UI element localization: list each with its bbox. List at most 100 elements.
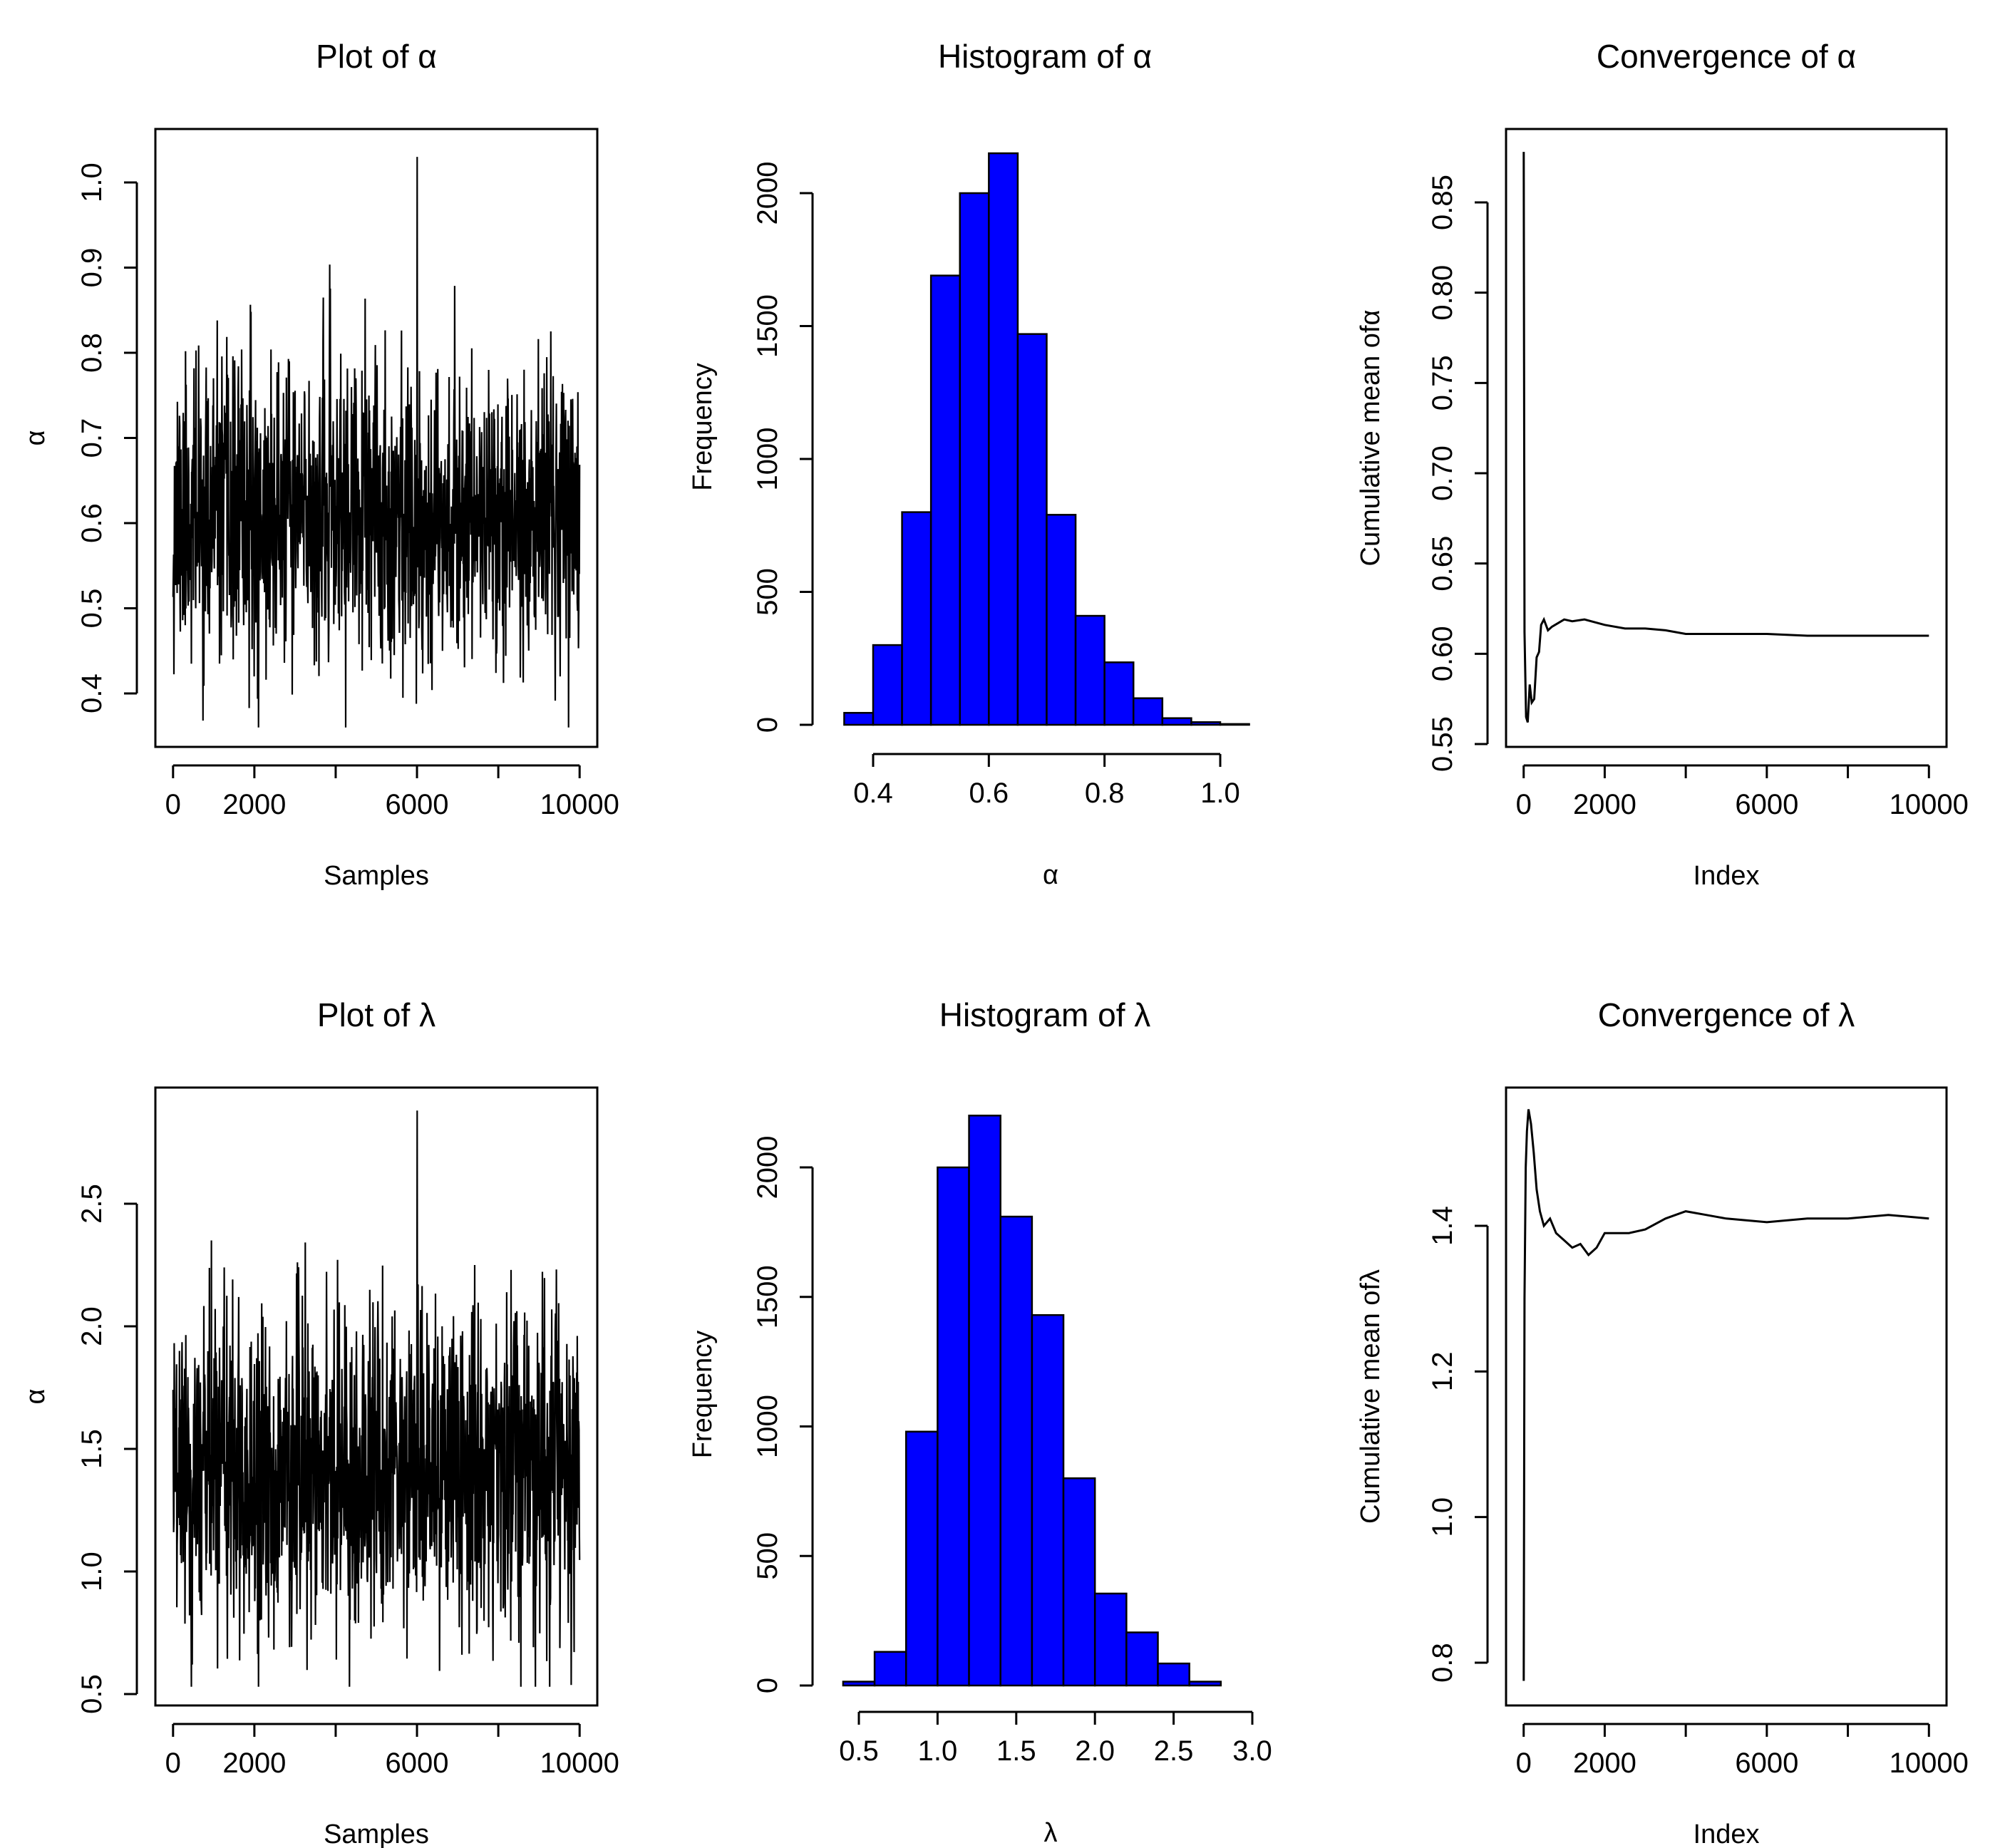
x-tick-label: 6000 — [386, 1748, 449, 1779]
y-axis-label: Frequency — [688, 363, 718, 491]
y-tick-label: 500 — [752, 1532, 783, 1580]
y-tick-label: 0.8 — [76, 333, 108, 373]
plot-frame — [1505, 1086, 1948, 1707]
histogram-bar — [1157, 1662, 1190, 1687]
chart-title: Plot of λ — [317, 996, 435, 1033]
x-axis-label: λ — [1044, 1818, 1058, 1848]
y-tick-label: 1.0 — [76, 162, 108, 202]
y-tick-label: 1.0 — [76, 1552, 108, 1591]
x-tick-label: 2000 — [222, 1748, 286, 1779]
x-tick-label: 10000 — [540, 789, 619, 820]
x-axis-label: Samples — [324, 1819, 429, 1848]
histogram-bar — [1103, 661, 1135, 726]
plot-frame — [1505, 128, 1948, 748]
trace-line — [172, 157, 581, 728]
panel-hist_alpha: Histogram of α 0.4 0.6 0.8 1.0 α 0 500 1000 1500 2… — [688, 38, 1250, 890]
y-tick-label: 0.70 — [1427, 445, 1458, 501]
histogram-bar — [873, 1651, 907, 1687]
histogram-bar — [843, 711, 875, 726]
x-tick-label: 2000 — [222, 789, 286, 820]
y-tick-label: 0 — [752, 717, 783, 733]
x-tick-label: 3.0 — [1232, 1735, 1272, 1767]
panel-conv_lambda: Convergence of λ 0 2000 6000 10000 Index 0.8 1.… — [1356, 996, 1969, 1848]
panel-conv_alpha: Convergence of α 0 2000 6000 10000 Index 0.55 0… — [1356, 38, 1969, 891]
histogram-bar — [901, 511, 932, 726]
y-tick-label: 0.5 — [76, 589, 108, 629]
x-tick-label: 0 — [1516, 789, 1532, 820]
histogram-bar — [937, 1166, 970, 1687]
x-tick-label: 10000 — [540, 1748, 619, 1779]
histogram-bar — [1133, 697, 1164, 726]
y-tick-label: 0.5 — [76, 1674, 108, 1714]
y-tick-label: 0 — [752, 1678, 783, 1693]
histogram-bar — [968, 1115, 1001, 1687]
cumulative-mean-line — [1522, 152, 1929, 723]
y-tick-label: 1.4 — [1427, 1206, 1458, 1246]
y-tick-label: 1.0 — [1427, 1497, 1458, 1537]
x-axis-label: Samples — [324, 861, 429, 891]
histogram-bar — [1125, 1631, 1159, 1687]
histogram-bar — [1062, 1477, 1096, 1687]
y-tick-label: 0.8 — [1427, 1643, 1458, 1683]
y-tick-label: 0.60 — [1427, 626, 1458, 681]
histogram-bar — [959, 192, 990, 726]
x-tick-label: 2000 — [1573, 1748, 1636, 1779]
x-tick-label: 0 — [165, 1748, 181, 1779]
y-tick-label: 2.0 — [76, 1306, 108, 1346]
x-tick-label: 0.8 — [1085, 778, 1125, 809]
y-tick-label: 0.4 — [76, 673, 108, 713]
chart-title: Histogram of α — [938, 38, 1152, 75]
x-tick-label: 0 — [1516, 1748, 1532, 1779]
x-axis-label: Index — [1694, 1819, 1760, 1848]
panel-trace_alpha: Plot of α 0 2000 6000 10000 Samples 0.4 0.5 0.6 0… — [21, 38, 619, 891]
x-tick-label: 2000 — [1573, 789, 1636, 820]
plot-frame — [154, 1086, 599, 1707]
histogram-bar — [872, 644, 903, 726]
y-tick-label: 1500 — [752, 294, 783, 358]
x-tick-label: 10000 — [1890, 1748, 1969, 1779]
x-tick-label: 6000 — [1735, 789, 1798, 820]
histogram-bar — [842, 1681, 876, 1687]
x-tick-label: 10000 — [1890, 789, 1969, 820]
y-tick-label: 1000 — [752, 1395, 783, 1458]
chart-title: Histogram of λ — [939, 996, 1151, 1033]
x-axis-label: Index — [1694, 861, 1760, 891]
y-tick-label: 0.6 — [76, 503, 108, 543]
histogram-bar — [999, 1215, 1033, 1687]
cumulative-mean-line — [1522, 1109, 1929, 1681]
histogram-bar — [1190, 721, 1222, 726]
y-axis-label: α — [21, 430, 51, 446]
y-axis-label: α — [21, 1389, 51, 1405]
histogram-bar — [1074, 614, 1105, 726]
histogram-bar — [1188, 1681, 1222, 1687]
x-tick-label: 1.0 — [1200, 778, 1240, 809]
x-axis-label: α — [1043, 860, 1058, 890]
y-tick-label: 0.55 — [1427, 716, 1458, 772]
y-tick-label: 0.80 — [1427, 265, 1458, 321]
y-tick-label: 1000 — [752, 428, 783, 491]
histogram-bar — [1031, 1313, 1065, 1687]
x-tick-label: 0 — [165, 789, 181, 820]
y-axis-label: Cumulative mean ofλ — [1356, 1269, 1386, 1524]
histogram-bar — [988, 152, 1019, 726]
chart-title: Convergence of α — [1597, 38, 1856, 75]
y-tick-label: 2000 — [752, 1136, 783, 1199]
y-tick-label: 500 — [752, 568, 783, 616]
y-tick-label: 0.65 — [1427, 536, 1458, 592]
histogram-bar — [904, 1430, 939, 1687]
y-tick-label: 0.7 — [76, 418, 108, 458]
x-tick-label: 0.5 — [839, 1735, 879, 1767]
histogram-bar — [1219, 723, 1250, 726]
y-tick-label: 2.5 — [76, 1184, 108, 1224]
y-axis-label: Cumulative mean ofα — [1356, 310, 1386, 567]
x-tick-label: 6000 — [1735, 1748, 1798, 1779]
chart-title: Convergence of λ — [1598, 996, 1855, 1033]
x-tick-label: 2.0 — [1075, 1735, 1115, 1767]
y-tick-label: 1.5 — [76, 1429, 108, 1469]
x-tick-label: 6000 — [386, 789, 449, 820]
y-tick-label: 2000 — [752, 162, 783, 225]
histogram-bar — [1093, 1592, 1128, 1687]
y-tick-label: 0.75 — [1427, 355, 1458, 411]
histogram-bar — [1161, 717, 1192, 726]
